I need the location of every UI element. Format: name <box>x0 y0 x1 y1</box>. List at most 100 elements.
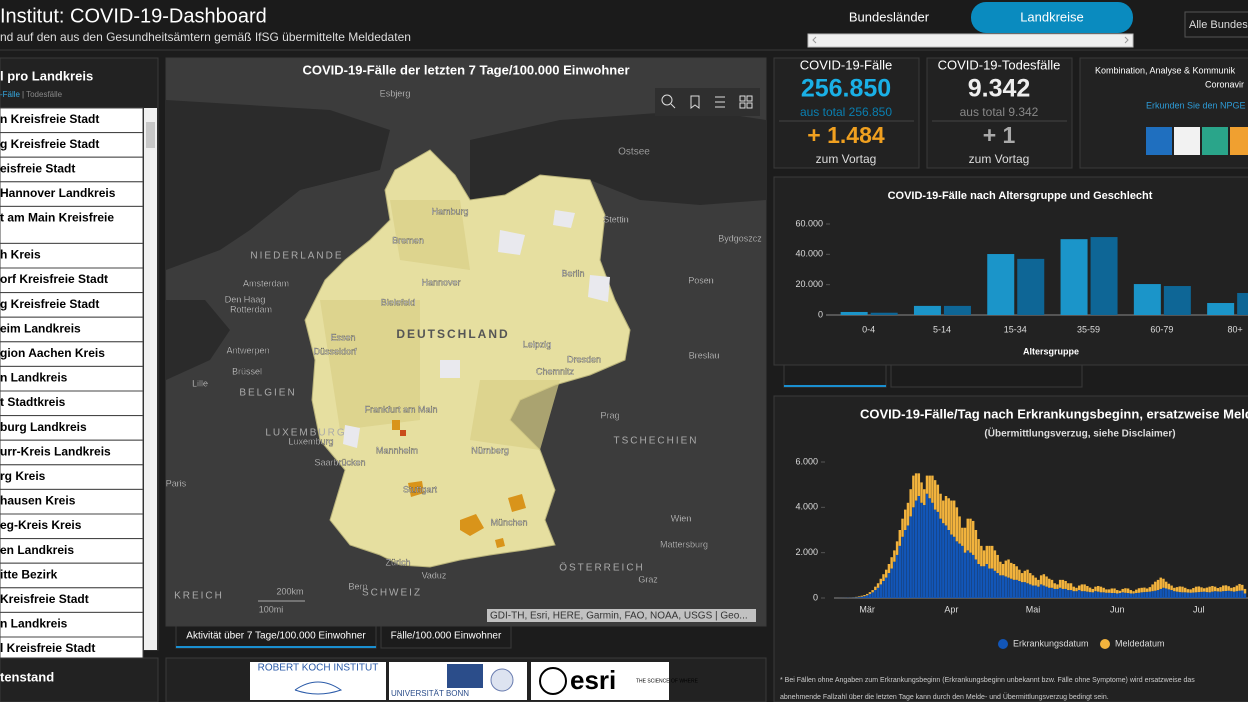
icon-tile[interactable] <box>1230 127 1248 155</box>
y-tick-label: 2.000 <box>795 547 818 557</box>
bar-segment <box>1094 586 1097 592</box>
search-icon[interactable] <box>661 94 673 106</box>
map-label: Ostsee <box>618 147 650 158</box>
list-item[interactable]: n Landkreis <box>0 617 68 631</box>
bar-segment <box>1232 587 1236 592</box>
bar-segment <box>874 586 877 591</box>
list-row[interactable] <box>0 316 144 343</box>
list-row[interactable] <box>0 415 144 441</box>
bar-segment <box>980 545 983 567</box>
map-label: Brüssel <box>232 366 262 376</box>
legend-swatch[interactable] <box>1100 639 1110 649</box>
map-label: Rotterdam <box>230 304 272 314</box>
list-item[interactable]: burg Landkreis <box>0 420 87 434</box>
bar-segment <box>1042 585 1046 598</box>
logo-bonn-mark <box>447 664 483 688</box>
list-row[interactable] <box>0 107 144 134</box>
bar-segment <box>1224 585 1228 591</box>
legend-deaths: Todesfälle <box>26 90 63 99</box>
map-label: Berlin <box>561 268 584 278</box>
list-row[interactable] <box>0 562 144 589</box>
list-row[interactable] <box>0 390 144 417</box>
list-item[interactable]: Hannover Landkreis <box>0 186 116 200</box>
bar-segment <box>1083 584 1086 592</box>
list-item[interactable]: t am Main Kreisfreie <box>0 211 114 225</box>
list-item[interactable]: eisfreie Stadt <box>0 161 75 175</box>
list-item[interactable]: g Kreisfreie Stadt <box>0 137 99 151</box>
bar-segment <box>890 568 893 598</box>
list-item[interactable]: Kreisfreie Stadt <box>0 592 89 606</box>
basemap-icon[interactable] <box>739 95 753 109</box>
list-item[interactable]: itte Bezirk <box>0 567 58 581</box>
tab-active[interactable]: Landkreise <box>1020 9 1084 24</box>
bar-segment <box>1080 591 1084 598</box>
list-row[interactable] <box>0 267 144 294</box>
bar-segment <box>1178 586 1181 593</box>
bookmark-icon[interactable] <box>690 95 700 109</box>
icon-tile[interactable] <box>1174 127 1200 155</box>
list-item[interactable]: eim Landkreis <box>0 321 81 335</box>
list-row[interactable] <box>0 156 144 183</box>
logo-rki-text: ROBERT KOCH INSTITUT <box>258 663 379 674</box>
legend-label[interactable]: Erkrankungsdatum <box>1013 638 1089 648</box>
list-row[interactable] <box>0 439 144 466</box>
age-tab[interactable] <box>783 364 887 388</box>
tab[interactable]: Bundesländer <box>849 9 930 24</box>
age-tab[interactable] <box>890 364 1083 388</box>
list-item[interactable]: urr-Kreis Landkreis <box>0 444 111 458</box>
logo-esri-text: esri <box>570 665 616 695</box>
list-row[interactable] <box>0 132 144 158</box>
map-tab-label[interactable]: Aktivität über 7 Tage/100.000 Einwohner <box>186 631 366 642</box>
list-row[interactable] <box>0 242 144 269</box>
tab-scrollbar[interactable] <box>807 33 1134 48</box>
dropdown-text[interactable]: Alle Bundesl <box>1189 19 1248 31</box>
bar-segment <box>912 475 915 508</box>
list-item[interactable]: t Stadtkreis <box>0 395 66 409</box>
active-tab-bg[interactable] <box>971 2 1133 33</box>
bar-segment <box>1145 588 1149 592</box>
bar-segment <box>1222 585 1225 592</box>
list-item[interactable]: h Kreis <box>0 248 41 262</box>
map-tab-label[interactable]: Fälle/100.000 Einwohner <box>391 631 502 642</box>
bar-segment <box>1219 587 1222 592</box>
list-item[interactable]: rg Kreis <box>0 469 46 483</box>
bar-segment <box>952 536 956 598</box>
germany[interactable] <box>304 149 631 568</box>
list-row[interactable] <box>0 488 144 515</box>
info-link[interactable]: Erkunden Sie den NPGE <box>1146 100 1246 110</box>
bar-segment <box>1211 585 1214 592</box>
map-tab[interactable] <box>380 625 512 649</box>
list-row[interactable] <box>0 205 144 244</box>
bar-segment <box>982 566 986 598</box>
list-item[interactable]: eg-Kreis Kreis <box>0 518 82 532</box>
list-item[interactable]: n Landkreis <box>0 371 68 385</box>
list-item[interactable]: g Kreisfreie Stadt <box>0 297 99 311</box>
bar <box>1133 284 1161 315</box>
list-row[interactable] <box>0 341 144 367</box>
legend-icon[interactable] <box>715 96 725 108</box>
dropdown[interactable] <box>1184 11 1248 38</box>
list-item[interactable]: orf Kreisfreie Stadt <box>0 272 108 286</box>
list-item[interactable]: n Kreisfreie Stadt <box>0 112 99 126</box>
list-item[interactable]: gion Aachen Kreis <box>0 346 105 360</box>
list-item[interactable]: en Landkreis <box>0 543 74 557</box>
list-item[interactable]: hausen Kreis <box>0 494 76 508</box>
icon-tile[interactable] <box>1146 127 1172 155</box>
bar-segment <box>990 545 994 569</box>
list-row[interactable] <box>0 292 144 318</box>
bar-segment <box>996 554 999 574</box>
list-row[interactable] <box>0 464 144 490</box>
bar-segment <box>1175 591 1179 598</box>
bar <box>987 254 1015 315</box>
legend-label[interactable]: Meldedatum <box>1115 638 1165 648</box>
list-row[interactable] <box>0 611 144 638</box>
list-scrollbar[interactable] <box>144 108 157 650</box>
scroll-thumb[interactable] <box>146 122 155 148</box>
bar-segment <box>893 561 896 598</box>
list-item[interactable]: l Kreisfreie Stadt <box>0 641 95 655</box>
list-row[interactable] <box>0 181 144 207</box>
bar-segment <box>1154 590 1157 598</box>
legend-swatch[interactable] <box>998 639 1008 649</box>
icon-tile[interactable] <box>1202 127 1228 155</box>
map-labels: Esbjerg Ostsee Hamburg Stettin Bydgoszcz Brem… <box>166 88 763 614</box>
